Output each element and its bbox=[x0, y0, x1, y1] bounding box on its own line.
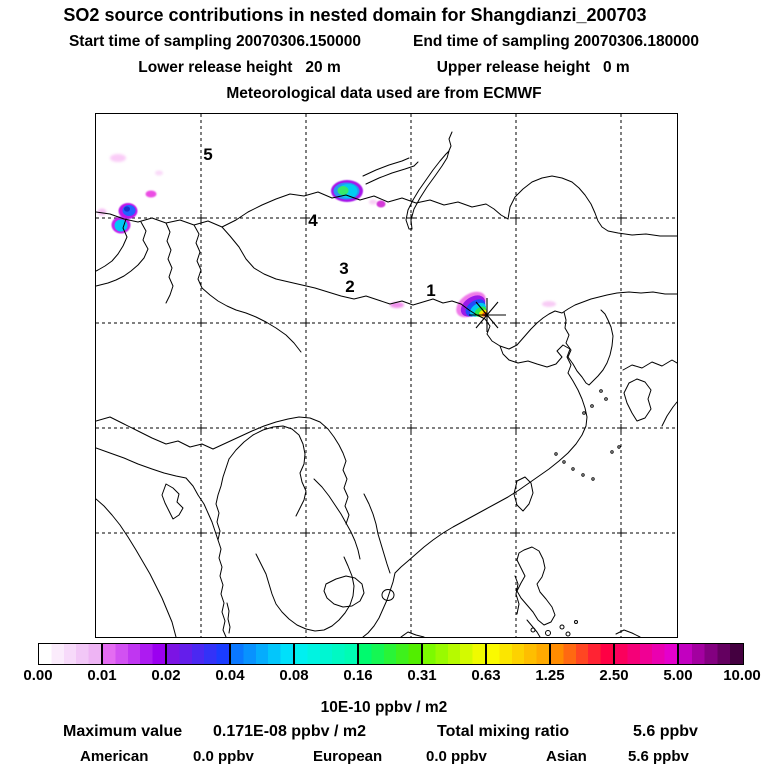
american-value: 0.0 ppbv bbox=[193, 748, 254, 765]
so2-plume-blob bbox=[110, 154, 126, 162]
region-label-1: 1 bbox=[426, 281, 435, 300]
colorbar-tick-label: 2.50 bbox=[599, 667, 629, 684]
colorbar-segment bbox=[231, 644, 295, 664]
colorbar-segment bbox=[423, 644, 487, 664]
colorbar-segment bbox=[39, 644, 103, 664]
colorbar-segment bbox=[551, 644, 615, 664]
region-label-3: 3 bbox=[339, 259, 348, 278]
colorbar-tick-label: 0.16 bbox=[343, 667, 373, 684]
colorbar-tick-label: 10.00 bbox=[723, 667, 761, 684]
so2-plume-blob bbox=[337, 186, 349, 195]
colorbar-segment bbox=[359, 644, 423, 664]
colorbar-units: 10E-10 ppbv / m2 bbox=[320, 699, 448, 716]
so2-plume-layer bbox=[97, 154, 556, 318]
colorbar-tick-label: 5.00 bbox=[663, 667, 693, 684]
station-marker-asterisk bbox=[469, 298, 506, 332]
colorbar-tick-label: 0.01 bbox=[87, 667, 117, 684]
so2-plume-blob bbox=[390, 302, 404, 308]
region-label-5: 5 bbox=[203, 145, 212, 164]
so2-plume-blob bbox=[145, 190, 157, 198]
colorbar-segment bbox=[679, 644, 743, 664]
coastlines bbox=[96, 131, 677, 637]
graticule-gridlines bbox=[96, 114, 677, 637]
total-mixing-ratio-label: Total mixing ratio bbox=[437, 723, 570, 740]
colorbar-tick-label: 0.63 bbox=[471, 667, 501, 684]
so2-plume-blob bbox=[155, 170, 163, 176]
colorbar-segment bbox=[615, 644, 679, 664]
start-time-text: Start time of sampling 20070306.150000 bbox=[68, 33, 362, 50]
release-heights-row: Lower release height 20 m Upper release … bbox=[0, 59, 768, 77]
maximum-value: 0.171E-08 ppbv / m2 bbox=[213, 723, 366, 740]
graticule-intersections bbox=[197, 214, 625, 537]
so2-plume-blob bbox=[369, 199, 377, 205]
european-value: 0.0 ppbv bbox=[426, 748, 487, 765]
region-labels: 1 2 3 4 5 bbox=[203, 145, 435, 300]
colorbar-tick-label: 1.25 bbox=[535, 667, 565, 684]
colorbar-tick-label: 0.02 bbox=[151, 667, 181, 684]
colorbar-segment bbox=[487, 644, 551, 664]
plot-title: SO2 source contributions in nested domai… bbox=[63, 5, 647, 25]
map-panel: 1 2 3 4 5 bbox=[95, 113, 678, 638]
colorbar-segment bbox=[167, 644, 231, 664]
met-source-text: Meteorological data used are from ECMWF bbox=[226, 85, 542, 102]
total-mixing-ratio-value: 5.6 ppbv bbox=[633, 723, 698, 740]
colorbar-segment bbox=[295, 644, 359, 664]
so2-plume-blob bbox=[124, 206, 130, 212]
so2-plume-blob bbox=[376, 200, 386, 208]
so2-plume-blob bbox=[114, 219, 128, 232]
lower-release-text: Lower release height 20 m bbox=[138, 59, 341, 76]
european-label: European bbox=[313, 748, 383, 765]
asian-label: Asian bbox=[546, 748, 587, 765]
colorbar-tick-label: 0.00 bbox=[23, 667, 53, 684]
colorbar bbox=[38, 643, 744, 665]
american-label: American bbox=[80, 748, 149, 765]
so2-plume-blob bbox=[542, 301, 556, 307]
colorbar-tick-label: 0.04 bbox=[215, 667, 245, 684]
sampling-times-row: Start time of sampling 20070306.150000 E… bbox=[0, 33, 768, 51]
region-label-2: 2 bbox=[345, 277, 354, 296]
region-label-4: 4 bbox=[308, 211, 318, 230]
maximum-value-label: Maximum value bbox=[63, 723, 183, 740]
end-time-text: End time of sampling 20070306.180000 bbox=[413, 33, 700, 50]
colorbar-tick-label: 0.08 bbox=[279, 667, 309, 684]
so2-plume-blob bbox=[97, 208, 107, 216]
upper-release-text: Upper release height 0 m bbox=[436, 59, 630, 76]
asian-value: 5.6 ppbv bbox=[628, 748, 689, 765]
colorbar-segment bbox=[103, 644, 167, 664]
colorbar-tick-label: 0.31 bbox=[407, 667, 437, 684]
